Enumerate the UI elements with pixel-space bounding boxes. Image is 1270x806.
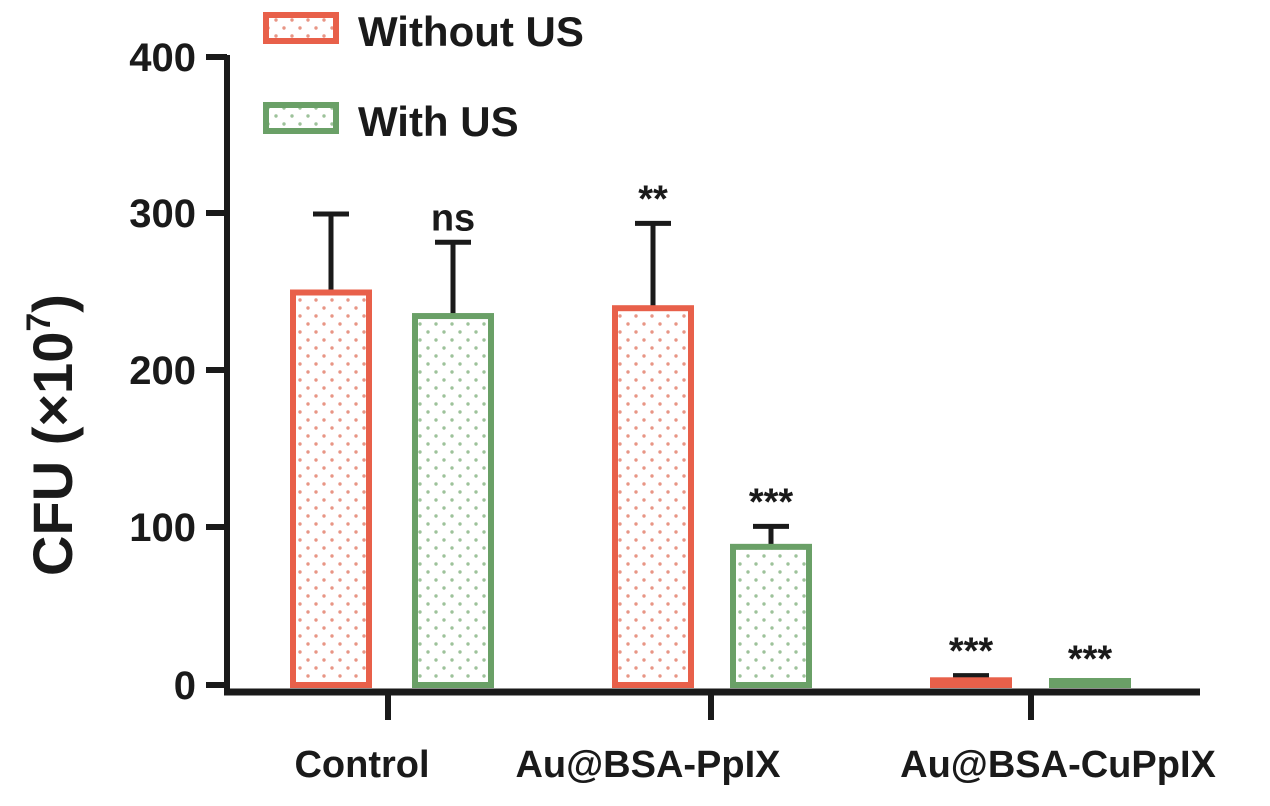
sig-label-au-bsa-cuppix-without-us: *** <box>949 631 994 673</box>
bar-au-bsa-ppix-with-us <box>730 543 812 689</box>
y-axis-title-close: ) <box>21 294 84 313</box>
bar-au-bsa-ppix-without-us <box>612 305 694 688</box>
y-axis: 0 100 200 300 400 <box>129 36 230 708</box>
legend-label-without-us: Without US <box>358 8 584 55</box>
bar-control-with-us <box>412 313 494 688</box>
x-axis: Control Au@BSA-PpIX Au@BSA-CuPpIX <box>224 688 1217 786</box>
y-axis-title: CFU (×107) <box>20 294 84 576</box>
y-tick-label-300: 300 <box>129 192 196 236</box>
sig-label-au-bsa-ppix-with-us: *** <box>749 481 794 523</box>
error-bar-control-with-us <box>435 239 471 317</box>
error-bar-au-bsa-ppix-with-us <box>753 523 789 547</box>
legend: Without US With US <box>263 8 584 145</box>
bar-control-without-us <box>290 289 372 688</box>
y-tick-label-0: 0 <box>174 664 196 708</box>
legend-item-without-us: Without US <box>263 8 584 55</box>
x-tick-label-control: Control <box>294 744 429 786</box>
y-axis-title-exponent: 7 <box>20 313 58 332</box>
sig-label-au-bsa-cuppix-with-us: *** <box>1068 638 1113 680</box>
legend-swatch-with-us <box>263 102 339 134</box>
x-tick-label-au-bsa-cuppix: Au@BSA-CuPpIX <box>900 744 1216 786</box>
sig-label-au-bsa-ppix-without-us: ** <box>638 178 668 220</box>
y-tick-label-100: 100 <box>129 506 196 550</box>
y-tick-label-400: 400 <box>129 36 196 80</box>
sig-label-control-with-us: ns <box>431 197 475 239</box>
legend-item-with-us: With US <box>263 98 519 145</box>
y-tick-label-200: 200 <box>129 349 196 393</box>
significance-labels: ns ** *** *** *** <box>431 178 1113 680</box>
error-bar-control-without-us <box>313 211 349 293</box>
bar-au-bsa-cuppix-without-us <box>930 677 1012 688</box>
error-bar-au-bsa-ppix-without-us <box>635 220 671 309</box>
bars <box>290 211 1131 689</box>
y-axis-title-main: CFU (×10 <box>21 332 84 576</box>
x-tick-label-au-bsa-ppix: Au@BSA-PpIX <box>515 744 781 786</box>
legend-swatch-without-us <box>263 12 339 44</box>
bar-au-bsa-cuppix-with-us <box>1049 678 1131 688</box>
legend-label-with-us: With US <box>358 98 519 145</box>
